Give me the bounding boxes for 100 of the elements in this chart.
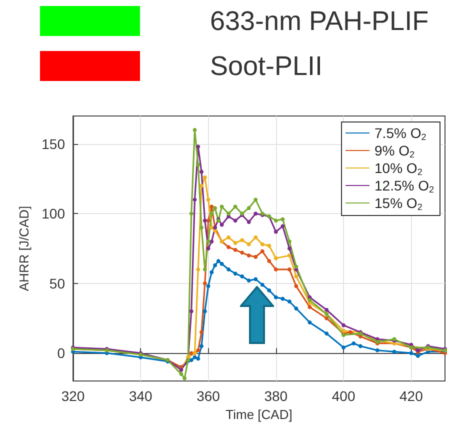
point [267, 244, 272, 248]
point [189, 358, 194, 362]
point [287, 246, 292, 250]
x-tick-label: 340 [128, 388, 153, 404]
point [348, 330, 352, 334]
point [206, 246, 210, 250]
point [202, 309, 207, 314]
point [358, 344, 362, 348]
point [240, 274, 244, 278]
point [226, 267, 231, 272]
point [294, 274, 298, 278]
point [189, 309, 194, 314]
point [210, 240, 214, 244]
point [254, 198, 258, 202]
point [254, 254, 258, 259]
point [210, 212, 214, 216]
y-tick-label: 100 [42, 206, 66, 222]
point [260, 282, 264, 287]
point [220, 262, 224, 266]
point [324, 332, 329, 336]
point [254, 235, 258, 240]
x-tick-label: 360 [196, 388, 220, 404]
point [352, 341, 356, 346]
point [392, 350, 396, 354]
point [189, 212, 194, 216]
point [246, 220, 251, 224]
point [260, 249, 264, 254]
y-axis-title: AHRR [J/CAD] [16, 206, 32, 292]
point [192, 198, 197, 202]
point [220, 204, 224, 209]
y-tick-label: 0 [57, 345, 66, 362]
point [179, 372, 184, 376]
point [267, 259, 272, 264]
point [246, 253, 251, 258]
point [342, 328, 346, 333]
point [233, 272, 238, 276]
point [280, 217, 285, 222]
point [246, 206, 251, 210]
point [294, 306, 298, 310]
point [226, 245, 231, 250]
point [409, 351, 414, 356]
y-tick-label: 50 [49, 275, 66, 292]
point [196, 348, 200, 352]
point [280, 224, 285, 228]
point [287, 253, 292, 258]
point [308, 305, 312, 310]
point [213, 263, 218, 268]
text: Soot-PLII [210, 50, 323, 82]
point [280, 296, 285, 301]
point [287, 267, 292, 272]
point [287, 300, 292, 304]
point [233, 218, 238, 223]
point [274, 230, 278, 234]
point [200, 330, 204, 334]
point [308, 320, 312, 324]
point [189, 351, 194, 356]
point [342, 323, 346, 328]
y-tick-label: 150 [42, 136, 66, 152]
point [233, 204, 238, 209]
x-tick-label: 380 [264, 388, 288, 404]
point [196, 267, 200, 272]
point [210, 226, 214, 230]
point [375, 348, 380, 352]
point [294, 264, 298, 269]
point [274, 267, 278, 272]
point [206, 218, 210, 223]
point [226, 212, 231, 216]
point [246, 278, 251, 283]
point [196, 144, 200, 149]
point [216, 259, 220, 264]
point [260, 242, 264, 246]
point [287, 240, 292, 244]
point [206, 198, 210, 202]
point [192, 128, 197, 132]
point [267, 288, 272, 292]
point [202, 218, 207, 223]
point [324, 316, 329, 320]
point [274, 295, 278, 300]
point [196, 356, 200, 361]
point [196, 162, 200, 167]
point [220, 222, 224, 227]
point [182, 376, 187, 380]
point [210, 270, 214, 274]
point [294, 284, 298, 288]
point [202, 267, 207, 272]
point [324, 308, 329, 312]
point [254, 277, 258, 282]
x-tick-label: 420 [400, 388, 424, 404]
point [200, 344, 204, 348]
point [233, 240, 238, 245]
point [274, 218, 278, 223]
point [206, 284, 210, 288]
point [416, 354, 420, 358]
point [200, 226, 204, 230]
point [342, 346, 346, 350]
point [308, 298, 312, 302]
point [200, 170, 204, 174]
point [202, 175, 207, 180]
point [254, 212, 258, 216]
point [233, 248, 238, 252]
